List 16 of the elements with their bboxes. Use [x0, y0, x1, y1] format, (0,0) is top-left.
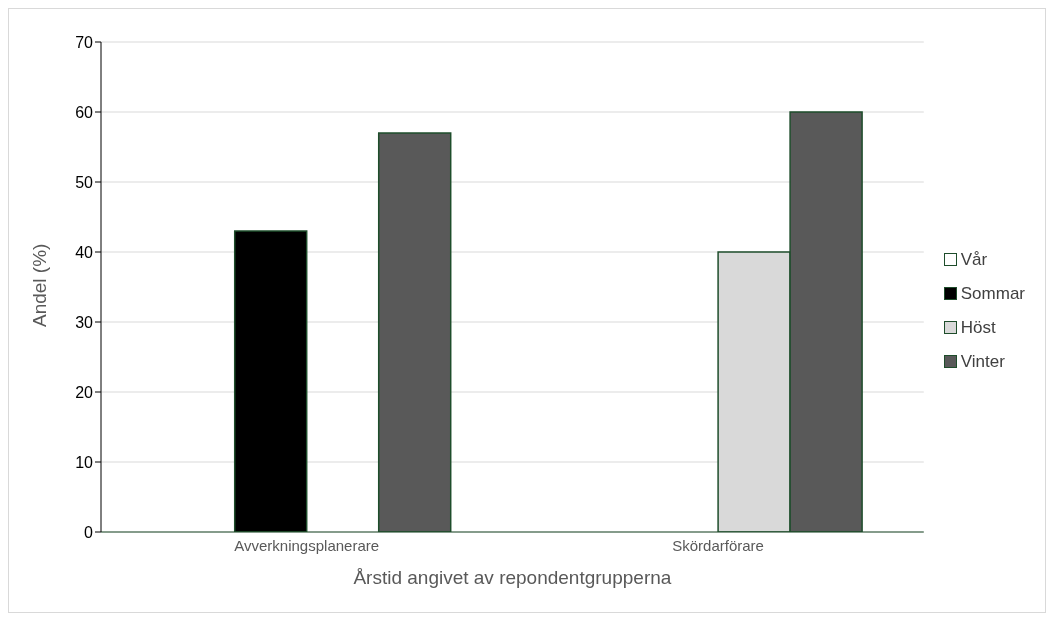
- y-tick-label: 40: [75, 243, 94, 261]
- legend-label: Vinter: [960, 351, 1005, 372]
- y-axis-title: Andel (%): [28, 243, 50, 327]
- x-tick-label: Skördarförare: [672, 536, 764, 554]
- y-tick-label: 20: [75, 383, 94, 401]
- y-tick-label: 30: [75, 313, 94, 331]
- legend-label: Sommar: [960, 283, 1025, 304]
- y-tick-label: 70: [75, 33, 94, 51]
- y-tick-label: 60: [75, 103, 94, 121]
- x-axis-title: Årstid angivet av repondentgrupperna: [353, 567, 672, 588]
- y-tick-label: 50: [75, 173, 94, 191]
- x-tick-label: Avverkningsplanerare: [234, 536, 380, 554]
- y-tick-label: 0: [84, 523, 94, 541]
- legend-label: Höst: [960, 317, 996, 338]
- legend-label: Vår: [960, 249, 988, 270]
- y-tick-label: 10: [75, 453, 94, 471]
